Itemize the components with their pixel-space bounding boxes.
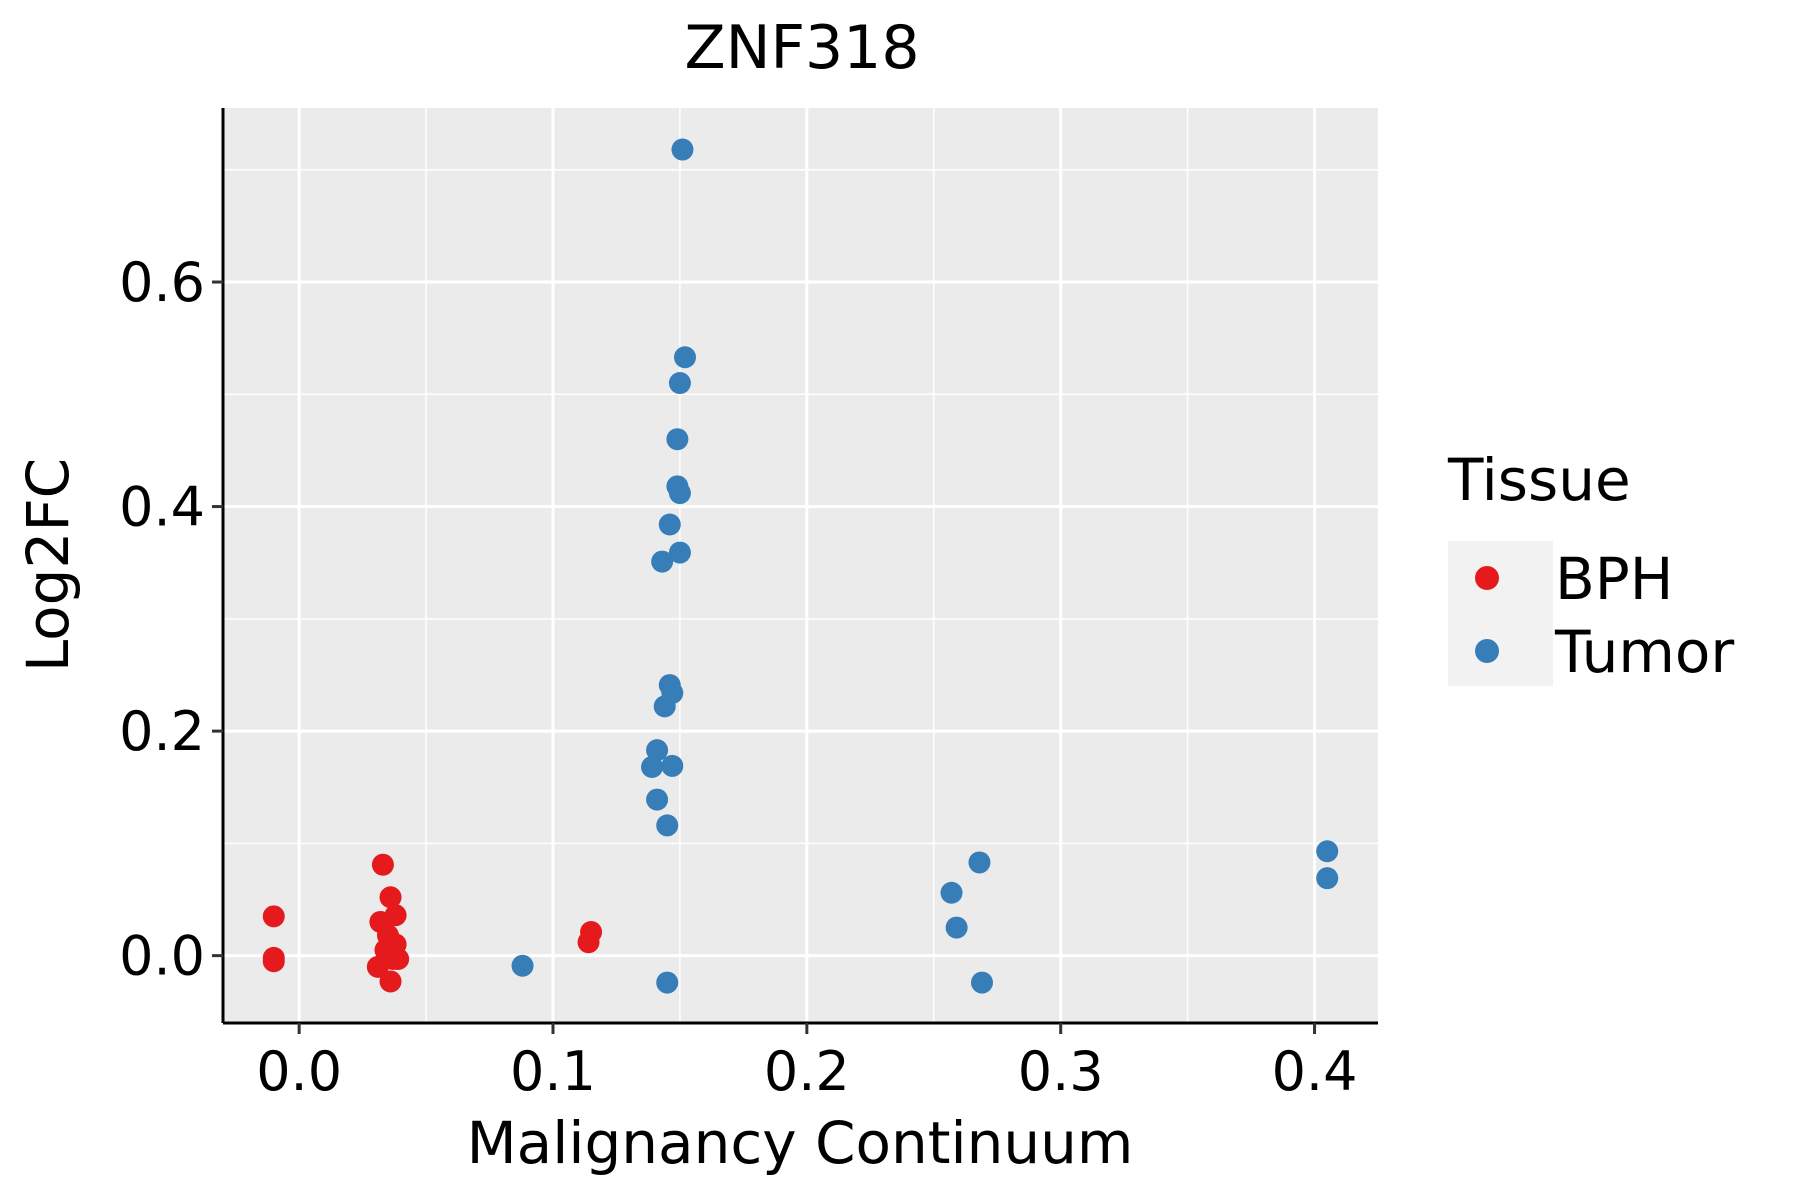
y-axis-title: Log2FC: [14, 458, 82, 672]
y-tick-label: 0.0: [119, 925, 205, 988]
point-bph: [262, 950, 285, 973]
x-axis-ticks: 0.0 0.1 0.2 0.3 0.4: [256, 1023, 1357, 1103]
point-tumor: [1316, 867, 1339, 890]
minor-gridlines: [223, 108, 1378, 1023]
legend-label-tumor: Tumor: [1554, 618, 1734, 686]
legend: Tissue BPH Tumor: [1447, 446, 1734, 686]
y-tick-label: 0.4: [119, 476, 205, 539]
plot-panel: [223, 108, 1378, 1023]
point-bph: [379, 970, 402, 993]
point-bph: [262, 905, 285, 928]
chart-title: ZNF318: [684, 13, 919, 83]
point-tumor: [656, 814, 679, 837]
legend-key-tumor: [1475, 639, 1499, 663]
x-tick-label: 0.2: [764, 1040, 850, 1103]
point-bph: [371, 853, 394, 876]
point-tumor: [656, 971, 679, 994]
point-bph: [577, 931, 600, 954]
point-tumor: [658, 513, 681, 536]
legend-title: Tissue: [1447, 446, 1631, 514]
point-tumor: [668, 372, 691, 395]
point-tumor: [641, 756, 663, 779]
legend-key-background: [1448, 541, 1553, 686]
point-bph: [379, 886, 402, 909]
y-axis-ticks: 0.0 0.2 0.4 0.6: [119, 251, 223, 988]
point-tumor: [968, 851, 991, 874]
point-tumor: [668, 541, 691, 564]
point-tumor: [945, 916, 968, 939]
legend-label-bph: BPH: [1555, 545, 1673, 613]
x-tick-label: 0.0: [256, 1040, 342, 1103]
y-tick-label: 0.2: [119, 700, 205, 763]
point-tumor: [671, 138, 694, 161]
point-tumor: [666, 428, 689, 451]
legend-key-bph: [1475, 566, 1499, 590]
point-bph: [366, 955, 389, 978]
major-gridlines: [223, 108, 1378, 1023]
data-points: [262, 138, 1339, 994]
point-bph: [387, 948, 410, 971]
y-tick-label: 0.6: [119, 251, 205, 314]
point-tumor: [646, 788, 669, 811]
point-tumor: [940, 881, 963, 904]
point-tumor: [971, 971, 993, 994]
x-tick-label: 0.1: [510, 1040, 596, 1103]
point-tumor: [653, 695, 676, 718]
x-tick-label: 0.4: [1272, 1040, 1358, 1103]
x-axis-title: Malignancy Continuum: [467, 1109, 1134, 1177]
point-tumor: [651, 550, 674, 573]
x-tick-label: 0.3: [1018, 1040, 1104, 1103]
point-tumor: [674, 346, 696, 369]
point-tumor: [668, 482, 691, 505]
point-tumor: [646, 739, 669, 762]
point-tumor: [511, 954, 534, 977]
point-tumor: [1316, 840, 1339, 863]
point-tumor: [661, 754, 684, 777]
